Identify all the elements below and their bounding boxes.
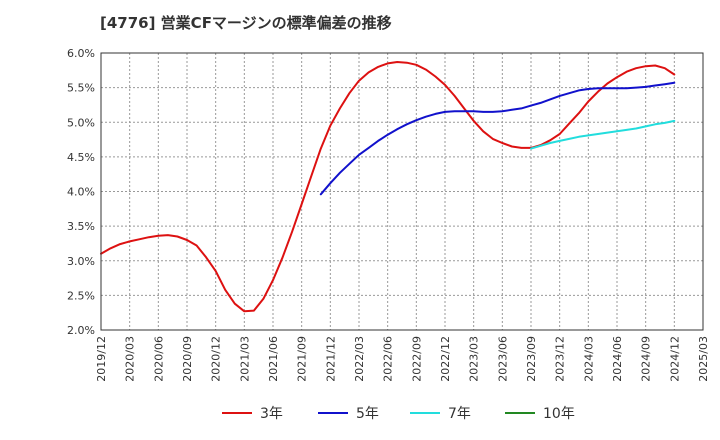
x-tick-label: 2024/06: [611, 336, 624, 382]
series-layer: [100, 61, 676, 313]
x-tick-label: 2020/12: [210, 336, 223, 382]
legend-label-3: 7年: [448, 406, 471, 422]
x-tick-label: 2024/09: [640, 336, 653, 382]
x-tick-label: 2020/03: [124, 336, 137, 382]
y-tick-label: 4.0%: [67, 186, 95, 199]
y-axis: 2.0% 2.5% 3.0% 3.5% 4.0% 4.5% 5.0% 5.5% 6.0%: [67, 47, 95, 337]
chart-title: [4776] 営業CFマージンの標準偏差の推移: [100, 14, 392, 32]
x-tick-label: 2021/06: [267, 336, 280, 382]
x-tick-label: 2024/03: [582, 336, 595, 382]
x-tick-label: 2023/09: [525, 336, 538, 382]
y-tick-label: 3.5%: [67, 220, 95, 233]
y-tick-label: 2.0%: [67, 324, 95, 337]
y-tick-label: 2.5%: [67, 289, 95, 302]
legend-label-1: 3年: [260, 406, 283, 422]
x-tick-label: 2020/09: [181, 336, 194, 382]
y-tick-label: 5.0%: [67, 116, 95, 129]
series-line-3: [530, 119, 676, 150]
y-tick-label: 4.5%: [67, 151, 95, 164]
series-line-1: [100, 61, 676, 313]
x-tick-label: 2021/03: [238, 336, 251, 382]
x-tick-label: 2022/03: [353, 336, 366, 382]
x-tick-label: 2025/03: [697, 336, 710, 382]
y-tick-label: 3.0%: [67, 255, 95, 268]
x-tick-label: 2021/12: [324, 336, 337, 382]
x-tick-label: 2024/12: [668, 336, 681, 382]
x-tick-label: 2023/06: [496, 336, 509, 382]
x-tick-label: 2019/12: [95, 336, 108, 382]
series-line-2: [319, 81, 676, 196]
x-tick-label: 2023/12: [554, 336, 567, 382]
x-tick-label: 2020/06: [152, 336, 165, 382]
plot-area-border: [100, 52, 704, 331]
legend-label-4: 10年: [543, 406, 575, 422]
legend: 3年 5年 7年 10年: [222, 406, 575, 422]
y-tick-label: 6.0%: [67, 47, 95, 60]
legend-label-2: 5年: [356, 406, 379, 422]
x-tick-label: 2022/06: [382, 336, 395, 382]
x-axis: 2019/12 2020/03 2020/06 2020/09 2020/12 2021/…: [95, 336, 710, 382]
x-tick-label: 2021/09: [296, 336, 309, 382]
x-tick-label: 2022/12: [439, 336, 452, 382]
x-tick-label: 2022/09: [410, 336, 423, 382]
y-tick-label: 5.5%: [67, 82, 95, 95]
x-tick-label: 2023/03: [468, 336, 481, 382]
